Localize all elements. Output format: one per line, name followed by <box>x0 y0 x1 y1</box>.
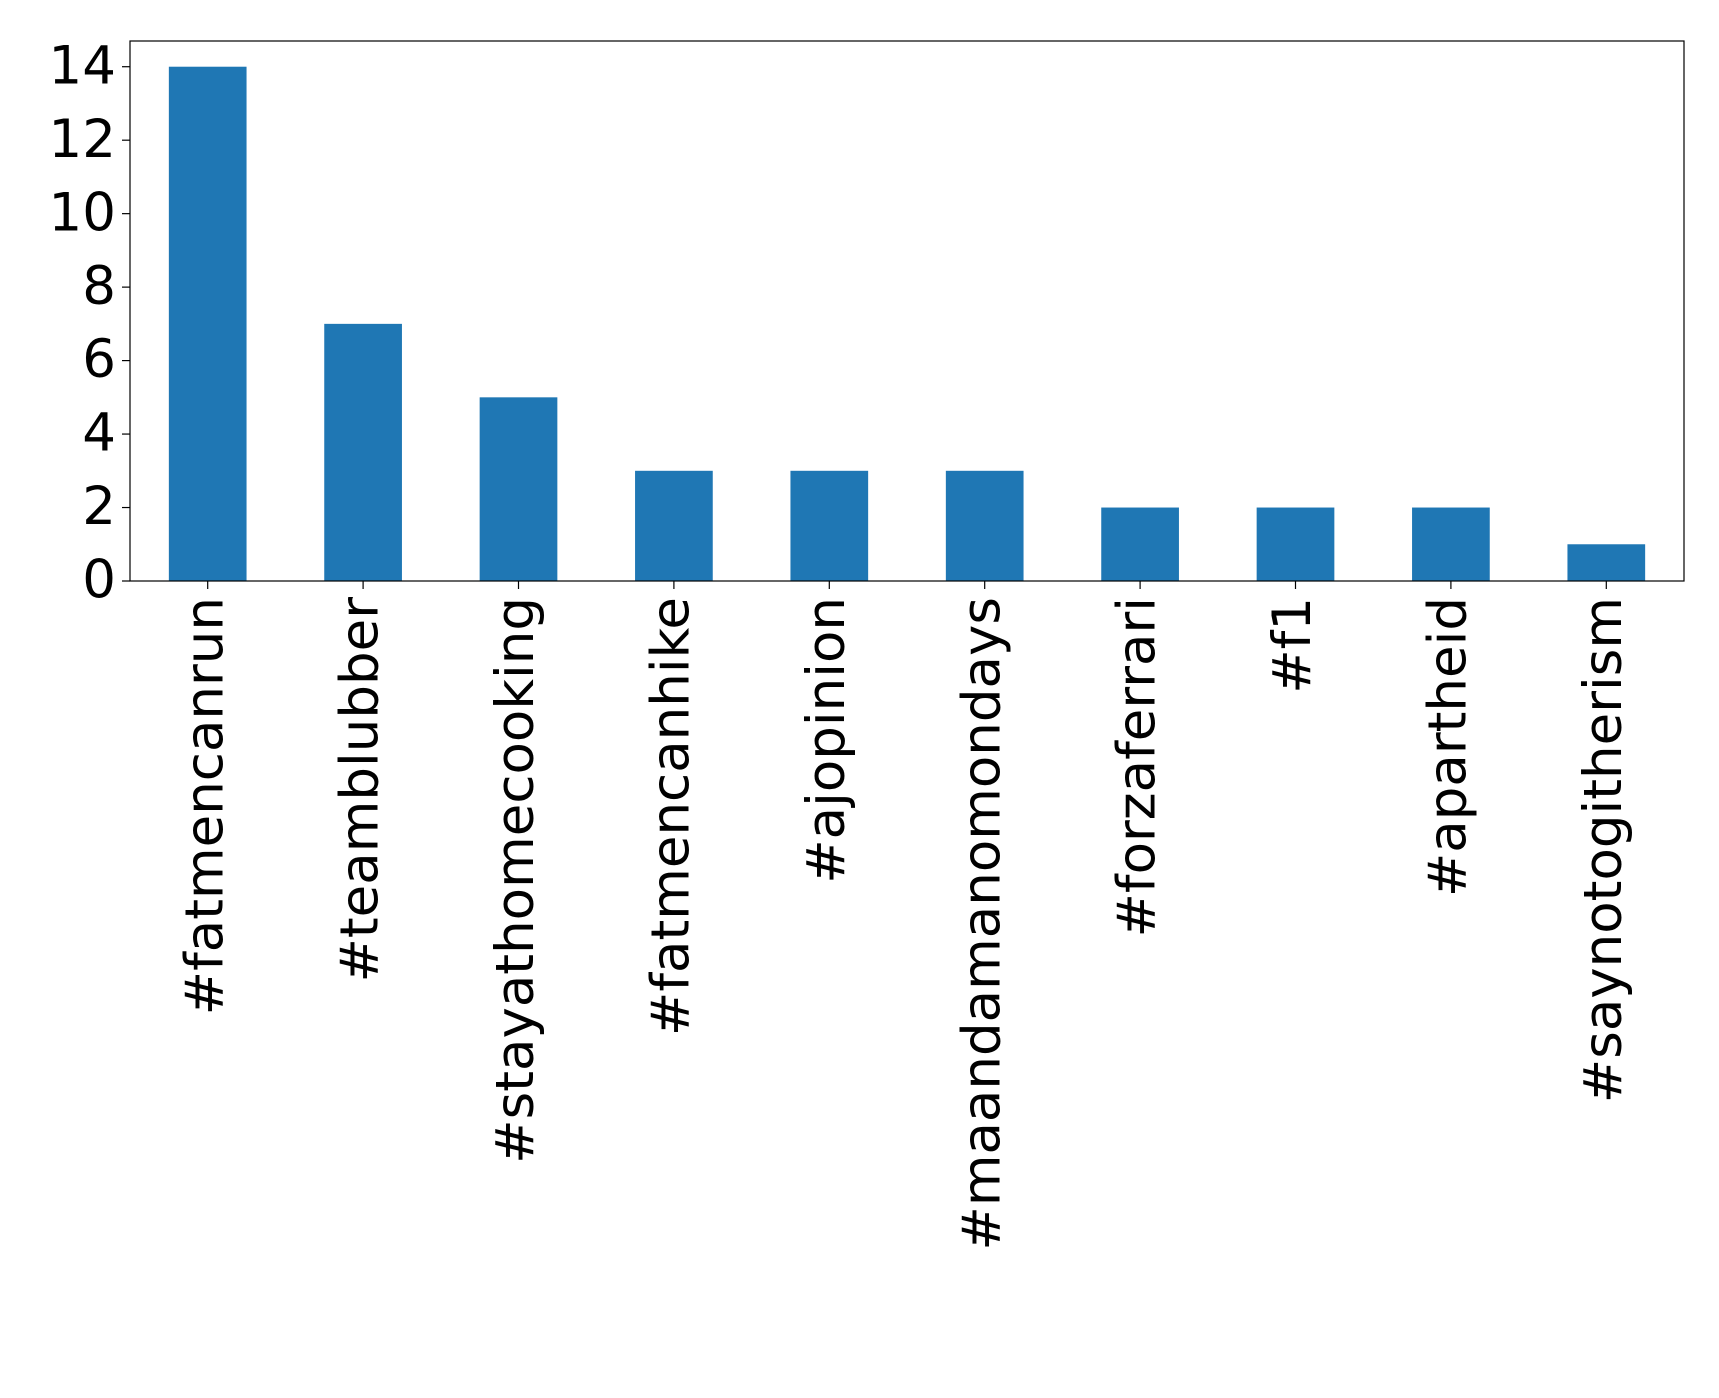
y-tick-label: 6 <box>82 329 116 390</box>
x-tick-label: #apartheid <box>1418 597 1479 897</box>
bar <box>945 470 1024 581</box>
x-tick-label: #saynotogitherism <box>1573 597 1634 1103</box>
bar <box>479 397 558 581</box>
bar <box>1567 544 1646 581</box>
x-tick-label: #f1 <box>1262 597 1323 694</box>
x-tick-label: #fatmencanhike <box>641 597 702 1036</box>
y-tick-label: 10 <box>49 182 116 243</box>
y-tick-label: 8 <box>82 256 116 317</box>
bar <box>324 323 402 581</box>
x-tick-label: #teamblubber <box>330 597 391 983</box>
bar <box>1101 507 1179 581</box>
y-tick-label: 12 <box>49 109 116 170</box>
y-tick-label: 4 <box>82 403 116 464</box>
bar <box>1412 507 1490 581</box>
y-tick-label: 0 <box>82 550 116 611</box>
bar <box>168 66 247 581</box>
y-tick-label: 14 <box>49 35 116 96</box>
bar <box>635 470 713 581</box>
plot-frame <box>129 40 1685 582</box>
y-tick-label: 2 <box>82 476 116 537</box>
bar <box>790 470 869 581</box>
x-tick-label: #ajopinion <box>796 597 857 884</box>
x-tick-label: #forzaferrari <box>1107 597 1168 938</box>
x-tick-label: #maandamanomondays <box>951 597 1012 1251</box>
x-tick-label: #stayathomecooking <box>485 597 546 1164</box>
bar <box>1256 507 1335 581</box>
x-tick-label: #fatmencanrun <box>174 597 235 1015</box>
